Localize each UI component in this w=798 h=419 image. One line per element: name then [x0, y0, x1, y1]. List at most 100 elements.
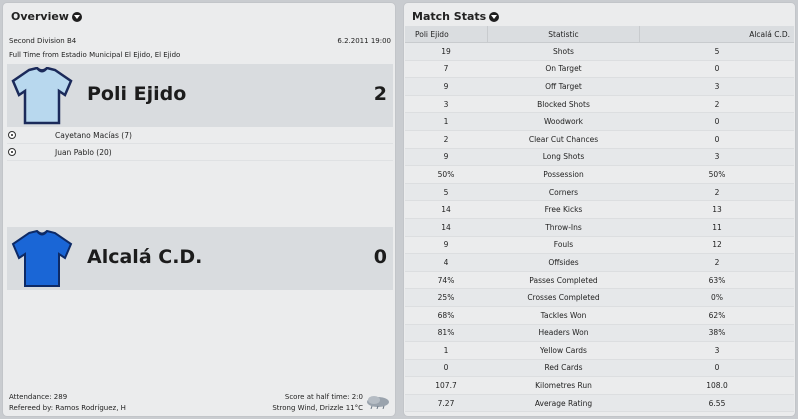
stat-away-value: 0 [714, 134, 720, 144]
match-footer-left: Attendance: 289 Refereed by: Ramos Rodrí… [9, 392, 126, 414]
stat-name: Shots [553, 46, 574, 56]
stat-name: Average Rating [534, 398, 593, 408]
stat-home-value: 9 [443, 152, 449, 162]
competition-label: Second Division B4 [9, 37, 77, 45]
stats-table: Poli Ejido Statistic Alcalá C.D. 19 Shots… [405, 26, 794, 413]
stats-row: 9 Fouls 12 [405, 237, 794, 255]
stats-row: 50% Possession 50% [405, 166, 794, 184]
stats-table-header: Poli Ejido Statistic Alcalá C.D. [405, 26, 794, 43]
stat-name: Offsides [548, 257, 579, 267]
stat-away-value: 0 [714, 117, 720, 127]
stats-row: 9 Off Target 3 [405, 78, 794, 96]
weather-label: Strong Wind, Drizzle 11°C [272, 404, 363, 412]
stats-row: 14 Throw-Ins 11 [405, 218, 794, 237]
stat-away-value: 2 [714, 187, 720, 197]
goal-ball-icon [8, 131, 16, 139]
stat-home-value: 19 [441, 46, 451, 56]
home-shirt-icon [11, 67, 73, 125]
stat-home-value: 81% [437, 328, 455, 338]
stat-name: Fouls [553, 240, 574, 250]
stat-name: Blocked Shots [537, 99, 590, 109]
stat-away-value: 11 [712, 222, 722, 232]
stat-home-value: 50% [437, 169, 455, 179]
overview-header[interactable]: Overview [3, 3, 395, 25]
stat-home-value: 107.7 [435, 381, 457, 391]
stats-row: 9 Long Shots 3 [405, 148, 794, 167]
stat-name: Passes Completed [529, 275, 598, 285]
stats-row: 81% Headers Won 38% [405, 324, 794, 343]
dropdown-arrow-icon[interactable] [489, 11, 500, 22]
stats-rows: 19 Shots 5 7 On Target 0 9 Off Target 3 3 Blocked … [405, 43, 794, 413]
stat-home-value: 1 [443, 345, 449, 355]
stats-row: 1 Woodwork 0 [405, 113, 794, 131]
stat-name: Possession [543, 169, 584, 179]
stat-home-value: 4 [443, 257, 449, 267]
scorer-row: Cayetano Macías (7) [7, 127, 393, 144]
stat-name: Clear Cut Chances [528, 134, 599, 144]
scorer-name[interactable]: Cayetano Macías (7) [55, 130, 132, 140]
stats-row: 19 Shots 5 [405, 43, 794, 61]
stat-away-value: 6.55 [708, 398, 726, 408]
stat-home-value: 2 [443, 134, 449, 144]
stat-name: Red Cards [544, 363, 583, 373]
stat-name: Kilometres Run [535, 381, 592, 391]
stat-away-value: 3 [714, 81, 720, 91]
stat-home-value: 9 [443, 240, 449, 250]
stat-name: Corners [548, 187, 579, 197]
stat-away-value: 0 [714, 64, 720, 74]
home-scorers-list: Cayetano Macías (7) Juan Pablo (20) [7, 127, 393, 161]
stat-home-value: 9 [443, 81, 449, 91]
stat-away-value: 12 [712, 240, 722, 250]
stat-away-value: 0% [711, 293, 723, 303]
stats-row: 68% Tackles Won 62% [405, 307, 794, 325]
venue-line: Full Time from Estadio Municipal El Ejid… [9, 51, 181, 59]
stat-home-value: 14 [441, 205, 451, 215]
stat-name: Headers Won [538, 328, 589, 338]
stats-row: 7 On Target 0 [405, 61, 794, 79]
stat-home-value: 0 [443, 363, 449, 373]
away-team-name[interactable]: Alcalá C.D. [87, 246, 203, 268]
stats-row: 14 Free Kicks 13 [405, 201, 794, 219]
stat-away-value: 108.0 [706, 381, 728, 391]
match-stats-header[interactable]: Match Stats [404, 3, 795, 25]
match-footer-right: Score at half time: 2:0 Strong Wind, Dri… [272, 392, 363, 414]
stat-away-value: 0 [714, 363, 720, 373]
stats-row: 3 Blocked Shots 2 [405, 96, 794, 114]
halftime-score-label: Score at half time: 2:0 [284, 393, 363, 401]
dropdown-arrow-icon[interactable] [71, 11, 82, 22]
stats-row: 1 Yellow Cards 3 [405, 342, 794, 360]
stat-home-value: 74% [437, 275, 455, 285]
stat-home-value: 68% [437, 310, 455, 320]
stats-row: 107.7 Kilometres Run 108.0 [405, 377, 794, 395]
stat-away-value: 63% [708, 275, 726, 285]
stat-name: Long Shots [542, 152, 585, 162]
stat-name: Off Target [545, 81, 582, 91]
stat-home-value: 14 [441, 222, 451, 232]
stat-home-value: 3 [443, 99, 449, 109]
match-stats-title: Match Stats [412, 10, 487, 23]
column-header-home[interactable]: Poli Ejido [415, 29, 449, 39]
away-team-score: 0 [373, 246, 387, 268]
home-team-name[interactable]: Poli Ejido [87, 83, 187, 105]
stat-away-value: 5 [714, 46, 720, 56]
referee-label: Refereed by: Ramos Rodríguez, H [9, 404, 126, 412]
away-shirt-icon [11, 230, 73, 287]
stat-home-value: 7 [443, 64, 449, 74]
stats-row: 7.27 Average Rating 6.55 [405, 394, 794, 413]
scorer-name[interactable]: Juan Pablo (20) [55, 147, 112, 157]
stats-row: 25% Crosses Completed 0% [405, 289, 794, 307]
column-header-statistic[interactable]: Statistic [487, 26, 640, 42]
column-header-away[interactable]: Alcalá C.D. [749, 29, 790, 39]
scorer-row: Juan Pablo (20) [7, 144, 393, 161]
stat-name: Crosses Completed [527, 293, 600, 303]
stat-home-value: 1 [443, 117, 449, 127]
stat-name: Woodwork [543, 117, 584, 127]
goal-ball-icon [8, 148, 16, 156]
overview-panel: Overview Second Division B4 6.2.2011 19:… [2, 2, 396, 417]
stat-name: Tackles Won [540, 310, 587, 320]
match-info-line: Second Division B4 6.2.2011 19:00 [9, 37, 391, 45]
overview-title: Overview [11, 10, 69, 23]
match-stats-panel: Match Stats Poli Ejido Statistic Alcalá … [403, 2, 796, 417]
attendance-label: Attendance: 289 [9, 393, 68, 401]
stat-home-value: 7.27 [437, 398, 455, 408]
